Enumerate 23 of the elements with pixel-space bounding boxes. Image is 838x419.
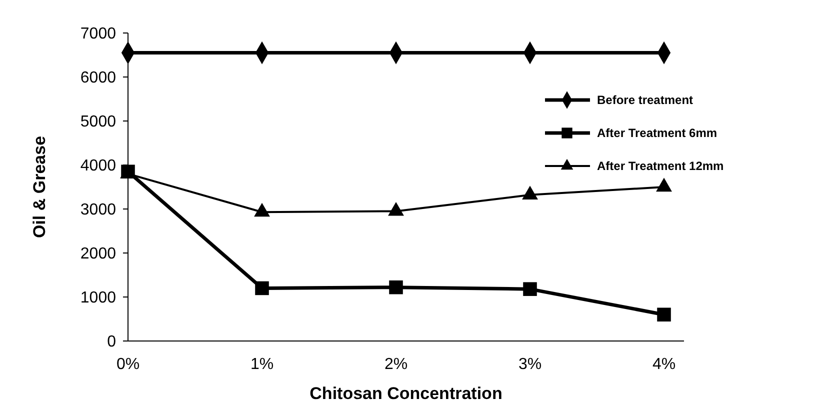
legend-label: After Treatment 12mm bbox=[597, 159, 724, 174]
y-tick-label: 3000 bbox=[80, 202, 116, 219]
y-tick-label: 5000 bbox=[80, 114, 116, 131]
x-tick-label: 4% bbox=[652, 356, 676, 373]
y-tick-label: 1000 bbox=[80, 290, 116, 307]
x-tick-label: 1% bbox=[250, 356, 274, 373]
point bbox=[255, 281, 269, 296]
y-tick-label: 2000 bbox=[80, 246, 116, 263]
y-tick-label: 4000 bbox=[80, 158, 116, 175]
legend-label: Before treatment bbox=[597, 93, 694, 108]
point bbox=[523, 282, 537, 296]
legend-label: After Treatment 6mm bbox=[597, 126, 718, 140]
y-tick-label: 7000 bbox=[80, 26, 116, 43]
point bbox=[121, 164, 135, 178]
x-tick-label: 0% bbox=[116, 356, 140, 373]
x-tick-label: 2% bbox=[384, 356, 408, 373]
x-tick-label: 3% bbox=[518, 356, 542, 373]
y-tick-label: 6000 bbox=[80, 70, 116, 87]
point bbox=[389, 280, 403, 294]
y-tick-label: 0 bbox=[107, 334, 116, 351]
y-axis-title: Oil & Grease bbox=[30, 136, 49, 238]
x-axis-title: Chitosan Concentration bbox=[310, 384, 502, 403]
point bbox=[657, 308, 671, 322]
